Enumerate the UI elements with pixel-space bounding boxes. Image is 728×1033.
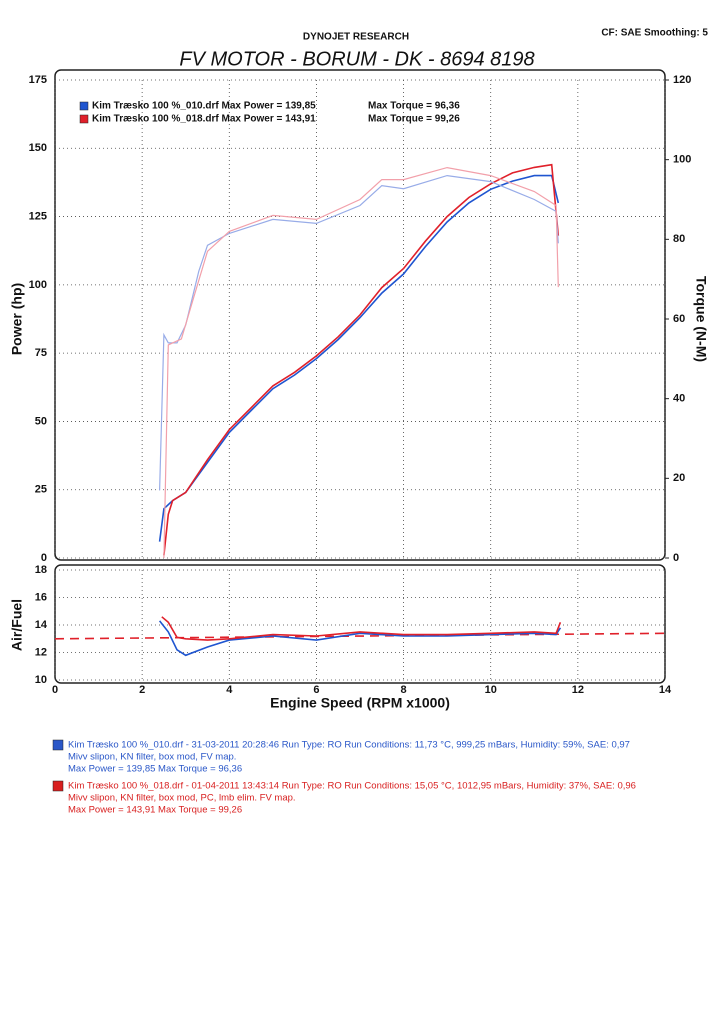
x-tick-label: 2: [139, 684, 145, 696]
legend-label: Kim Træsko 100 %_018.drf Max Power = 143…: [92, 114, 316, 125]
data-line: [163, 163, 560, 556]
y2-tick-label: 60: [673, 313, 685, 325]
y-axis-label: Power (hp): [9, 283, 25, 355]
note-line: Max Power = 139,85 Max Torque = 96,36: [68, 764, 242, 775]
note-swatch: [52, 739, 64, 751]
plot-frame: [54, 564, 666, 684]
legend-swatch: [79, 114, 89, 124]
chart-title: FV MOTOR - BORUM - DK - 8694 8198: [179, 48, 534, 70]
note-line: Max Power = 143,91 Max Torque = 99,26: [68, 805, 242, 816]
y2-tick-label: 120: [673, 74, 691, 86]
legend-torque: Max Torque = 99,26: [368, 114, 460, 125]
x-tick-label: 4: [226, 684, 233, 696]
y2-tick-label: 0: [673, 552, 679, 564]
x-tick-label: 8: [401, 684, 407, 696]
x-tick-label: 10: [485, 684, 497, 696]
legend-torque: Max Torque = 96,36: [368, 101, 460, 112]
data-line: [163, 166, 559, 559]
x-tick-label: 14: [659, 684, 672, 696]
y-tick-label: 0: [41, 552, 47, 564]
y-tick-label: 150: [29, 142, 47, 154]
brand: DYNOJET RESEARCH: [303, 32, 409, 43]
y-tick-label: 16: [35, 591, 47, 603]
y2-tick-label: 100: [673, 154, 691, 166]
y-tick-label: 50: [35, 415, 47, 427]
y-tick-label: 10: [35, 674, 47, 686]
data-line: [161, 616, 562, 641]
data-line: [159, 174, 559, 491]
y-axis-label: Air/Fuel: [9, 599, 25, 651]
x-axis-label: Engine Speed (RPM x1000): [270, 695, 450, 711]
y-tick-label: 18: [35, 564, 47, 576]
note-line: Kim Træsko 100 %_010.drf - 31-03-2011 20…: [68, 740, 630, 751]
y-tick-label: 100: [29, 279, 47, 291]
x-tick-label: 12: [572, 684, 584, 696]
legend-swatch: [79, 101, 89, 111]
x-tick-label: 0: [52, 684, 58, 696]
y-tick-label: 125: [29, 210, 47, 222]
y2-tick-label: 20: [673, 472, 685, 484]
note-line: Kim Træsko 100 %_018.drf - 01-04-2011 13…: [68, 781, 636, 792]
y-tick-label: 25: [35, 484, 47, 496]
y2-tick-label: 80: [673, 233, 685, 245]
settings: CF: SAE Smoothing: 5: [601, 28, 708, 39]
y-tick-label: 175: [29, 74, 47, 86]
x-tick-label: 6: [313, 684, 319, 696]
note-swatch: [52, 780, 64, 792]
plot-frame: [54, 69, 666, 561]
y-tick-label: 75: [35, 347, 47, 359]
data-line: [158, 620, 562, 657]
y2-axis-label: Torque (N-M): [693, 276, 709, 362]
note-line: Mivv slipon, KN filter, box mod, FV map.: [68, 752, 236, 763]
data-line: [54, 632, 666, 640]
legend-label: Kim Træsko 100 %_010.drf Max Power = 139…: [92, 101, 316, 112]
note-line: Mivv slipon, KN filter, box mod, PC, lmb…: [68, 793, 296, 804]
y-tick-label: 14: [35, 619, 48, 631]
y-tick-label: 12: [35, 646, 47, 658]
y2-tick-label: 40: [673, 393, 685, 405]
data-line: [158, 174, 560, 542]
